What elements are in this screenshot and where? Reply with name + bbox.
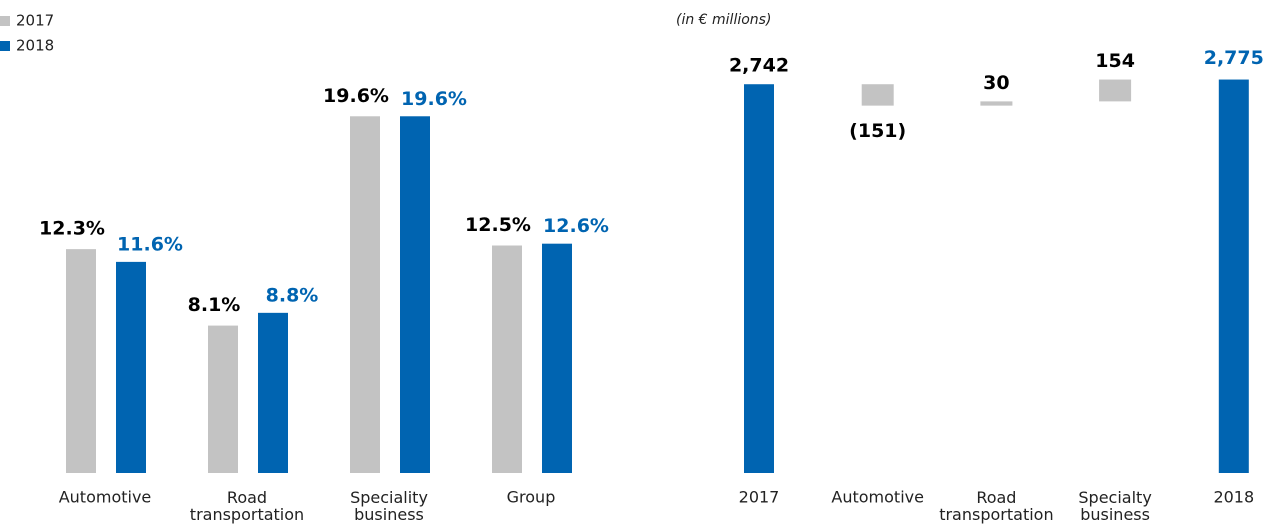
bar <box>400 116 430 473</box>
value-label: 12.3% <box>39 218 105 240</box>
value-label: 8.1% <box>188 294 241 316</box>
x-tick-label: 2017 <box>739 488 780 507</box>
x-tick-label: Speciality business <box>350 488 428 524</box>
value-label: 19.6% <box>401 88 467 110</box>
bar <box>258 312 288 473</box>
x-tick-label: Automotive <box>59 488 152 507</box>
value-label: 8.8% <box>266 284 319 306</box>
value-label: 154 <box>1095 50 1135 72</box>
x-tick-label: Group <box>507 488 556 507</box>
legend-swatch <box>0 41 10 51</box>
legend-label: 2018 <box>16 37 54 55</box>
value-label: 11.6% <box>117 233 183 255</box>
bar <box>980 101 1013 106</box>
value-label: 2,742 <box>729 55 789 77</box>
bar <box>350 116 380 473</box>
value-label: 12.5% <box>465 214 531 236</box>
bar <box>208 325 238 473</box>
bar <box>66 249 96 473</box>
x-tick-label: Specialty business <box>1078 488 1151 524</box>
bar <box>744 84 774 473</box>
bar <box>116 261 146 473</box>
bar <box>1218 79 1249 473</box>
value-label: 19.6% <box>323 85 389 107</box>
x-tick-label: Road transportation <box>190 488 304 524</box>
legend-label: 2017 <box>16 12 54 30</box>
bar <box>542 243 572 473</box>
x-tick-label: Automotive <box>831 488 924 507</box>
x-tick-label: Road transportation <box>939 488 1053 524</box>
value-label: 12.6% <box>543 215 609 237</box>
value-label: (151) <box>849 120 906 142</box>
value-label: 2,775 <box>1204 47 1264 69</box>
x-tick-label: 2018 <box>1213 488 1254 507</box>
bar <box>1099 79 1132 102</box>
legend-swatch <box>0 16 10 26</box>
bar <box>861 84 894 106</box>
value-label: 30 <box>983 72 1009 94</box>
bar <box>492 245 522 473</box>
subtitle: (in € millions) <box>676 12 771 28</box>
